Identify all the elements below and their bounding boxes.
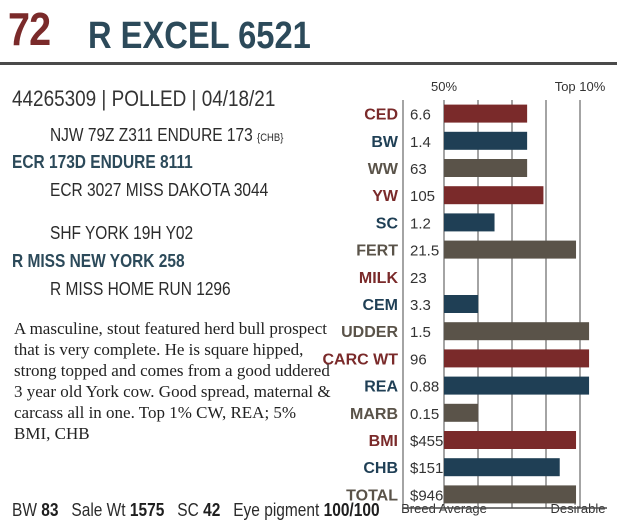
trait-bar (444, 240, 577, 259)
trait-bar (444, 376, 590, 395)
trait-value: 1.4 (410, 134, 431, 151)
pedigree-sire-dam: ECR 3027 MISS DAKOTA 3044 (50, 180, 269, 200)
trait-bar (444, 104, 528, 123)
trait-bar (444, 458, 560, 477)
trait-label: WW (368, 161, 399, 178)
eye-pigment-value: 100/100 (323, 500, 380, 520)
sc-label: SC (177, 500, 199, 520)
pedigree-sire: ECR 173D ENDURE 8111 (12, 152, 193, 172)
trait-value: 63 (410, 161, 427, 178)
bw-value: 83 (41, 500, 59, 520)
eye-pigment-label: Eye pigment (233, 500, 320, 520)
trait-label: UDDER (341, 324, 398, 341)
trait-value: 3.3 (410, 297, 431, 314)
trait-label: MARB (350, 406, 398, 423)
header-divider (0, 62, 617, 65)
trait-label: BW (371, 134, 399, 151)
trait-bar (444, 403, 479, 422)
trait-bar (444, 159, 528, 177)
trait-bar (444, 322, 590, 341)
trait-value: 96 (410, 351, 427, 368)
animal-name: R EXCEL 6521 (88, 15, 311, 57)
trait-value: 21.5 (410, 243, 439, 260)
chart-header-left: 50% (431, 79, 457, 94)
trait-label: CHB (363, 460, 398, 477)
trait-label: SC (376, 215, 399, 232)
trait-label: CEM (362, 297, 398, 314)
trait-label: CED (364, 107, 398, 124)
pedigree-dam-sire: SHF YORK 19H Y02 (50, 223, 194, 243)
trait-bar (444, 349, 590, 368)
trait-label: YW (372, 188, 399, 205)
trait-bar (444, 186, 544, 205)
pedigree-sire-sire: NJW 79Z Z311 ENDURE 173 {CHB} (50, 125, 284, 145)
chb-tag: {CHB} (257, 132, 284, 144)
registration-line: 44265309 | POLLED | 04/18/21 (12, 86, 276, 111)
chart-header-right: Top 10% (555, 79, 606, 94)
trait-label: MILK (359, 270, 399, 287)
trait-value: 105 (410, 188, 435, 205)
trait-value: 1.2 (410, 215, 431, 232)
trait-value: 23 (410, 270, 427, 287)
trait-value: 0.15 (410, 406, 439, 423)
trait-value: $946 (410, 487, 443, 504)
trait-bar (444, 131, 528, 150)
pedigree-dam-dam: R MISS HOME RUN 1296 (50, 279, 231, 299)
trait-label: FERT (356, 243, 398, 260)
description: A masculine, stout featured herd bull pr… (14, 319, 331, 443)
trait-label: TOTAL (346, 487, 398, 504)
sale-wt-label: Sale Wt (71, 500, 126, 520)
trait-bar (444, 295, 479, 313)
lot-number: 72 (8, 3, 51, 55)
trait-value: 0.88 (410, 379, 439, 396)
sale-wt-value: 1575 (129, 500, 165, 520)
trait-label: CARC WT (322, 351, 398, 368)
trait-bar (444, 485, 577, 504)
trait-value: $455 (410, 433, 443, 450)
bw-label: BW (12, 500, 37, 520)
trait-bar (444, 213, 495, 232)
trait-label: BMI (369, 433, 398, 450)
pedigree-dam: R MISS NEW YORK 258 (12, 251, 185, 271)
trait-bar (444, 431, 577, 449)
performance-stats: BW 83 Sale Wt 1575 SC 42 Eye pigment 100… (12, 500, 439, 521)
trait-value: 1.5 (410, 324, 431, 341)
trait-label: REA (364, 379, 398, 396)
trait-value: 6.6 (410, 107, 431, 124)
trait-value: $151 (410, 460, 443, 477)
sc-value: 42 (203, 500, 221, 520)
